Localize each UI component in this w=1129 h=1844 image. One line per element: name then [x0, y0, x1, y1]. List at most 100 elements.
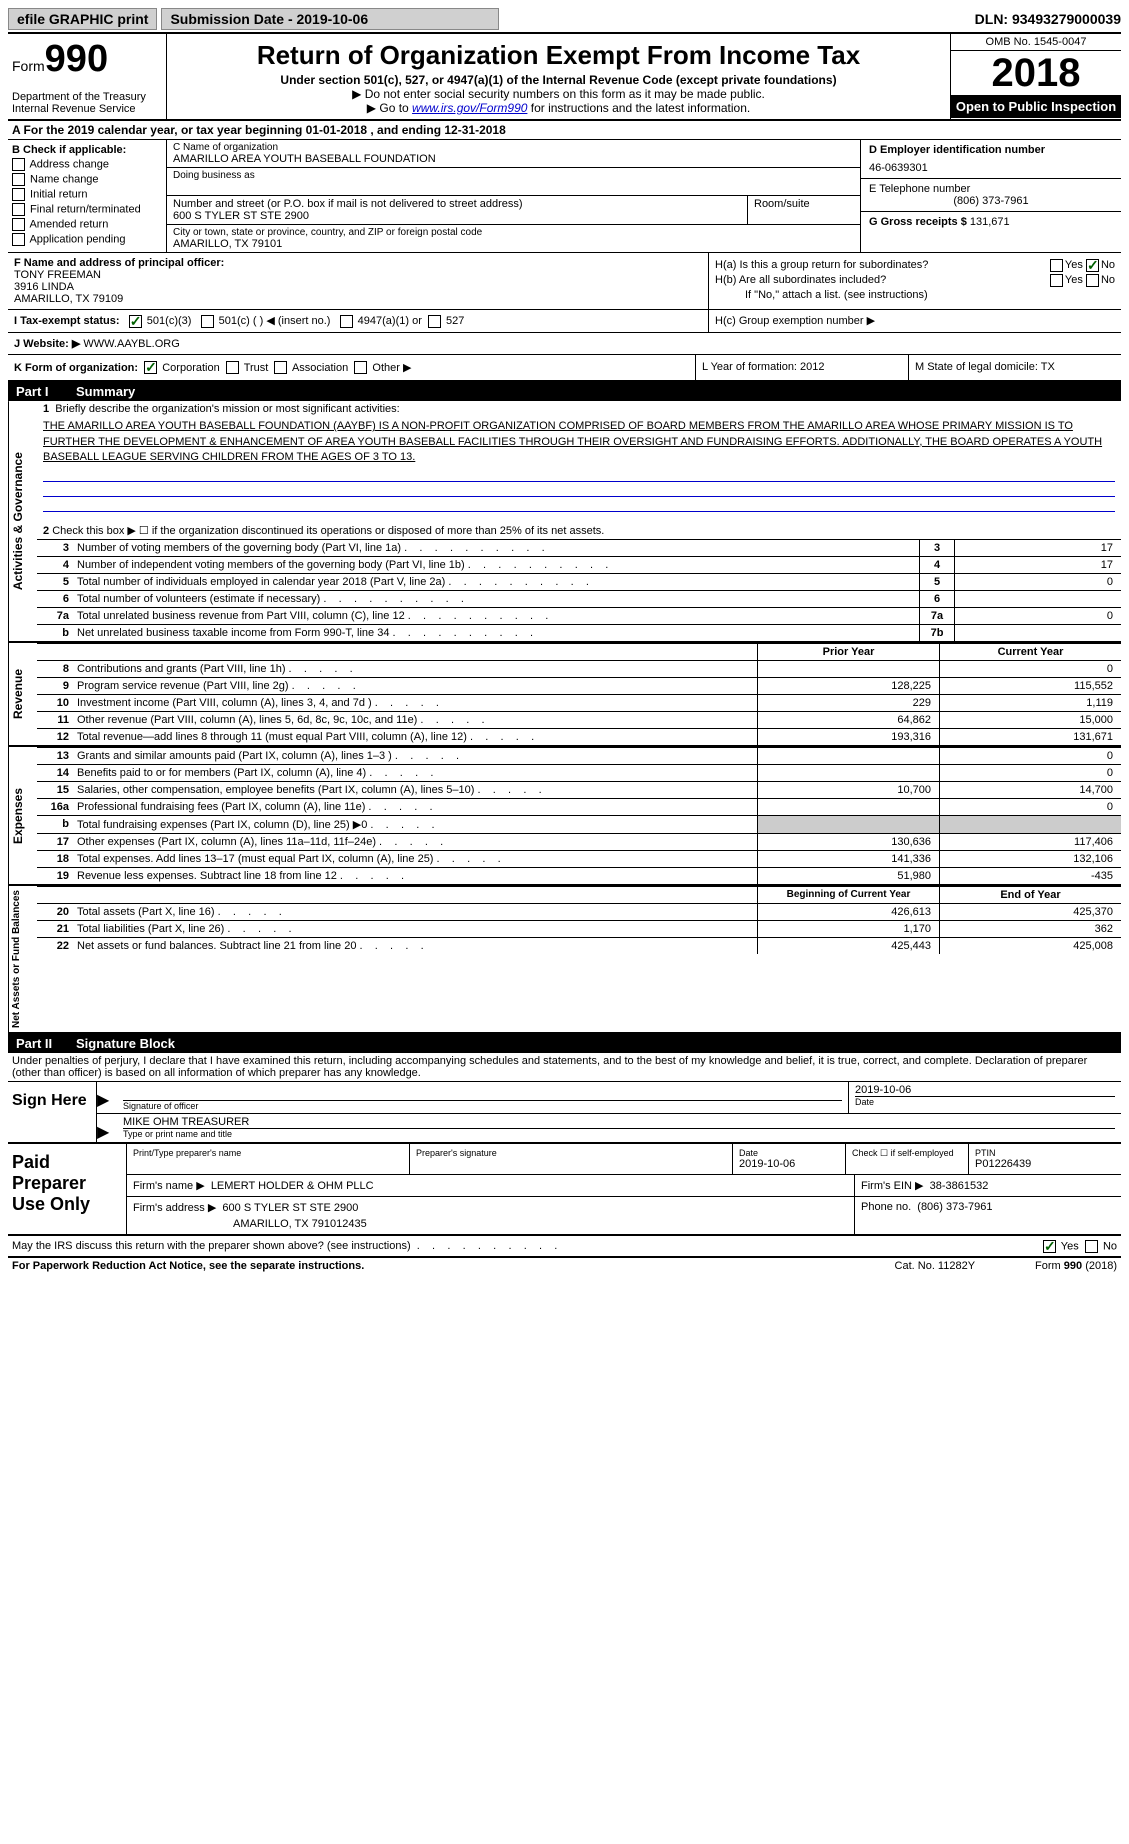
checkbox[interactable] [12, 158, 25, 171]
city-value: AMARILLO, TX 79101 [173, 238, 854, 250]
yes3: Yes [1061, 1241, 1079, 1253]
row-value: 17 [954, 557, 1121, 573]
row-desc: Number of voting members of the governin… [73, 540, 919, 556]
4947-chk[interactable] [340, 315, 353, 328]
fin-row: 9Program service revenue (Part VIII, lin… [37, 677, 1121, 694]
other-chk[interactable] [354, 361, 367, 374]
prior-year-val: 193,316 [757, 729, 939, 745]
prior-year-val [757, 661, 939, 677]
fin-row: 12Total revenue—add lines 8 through 11 (… [37, 728, 1121, 745]
501c3-chk[interactable] [129, 315, 142, 328]
row-desc: Other revenue (Part VIII, column (A), li… [73, 712, 757, 728]
summary-row: 7aTotal unrelated business revenue from … [37, 607, 1121, 624]
dln: DLN: 93493279000039 [975, 11, 1121, 27]
irs-link[interactable]: www.irs.gov/Form990 [412, 101, 527, 115]
efile-button[interactable]: efile GRAPHIC print [8, 8, 157, 30]
sig-date-val: 2019-10-06 [855, 1084, 1115, 1096]
no3: No [1103, 1241, 1117, 1253]
row-num: 12 [37, 729, 73, 745]
dept-treasury: Department of the Treasury [12, 91, 162, 103]
hb-yes-chk[interactable] [1050, 274, 1063, 287]
sig-officer-lbl: Signature of officer [123, 1100, 842, 1111]
prior-year-val [757, 799, 939, 815]
row-num: 16a [37, 799, 73, 815]
527-chk[interactable] [428, 315, 441, 328]
row-box-num: 5 [919, 574, 954, 590]
form-label: Form [12, 58, 45, 74]
fin-row: 22Net assets or fund balances. Subtract … [37, 937, 1121, 954]
row-num: 13 [37, 748, 73, 764]
website-value: WWW.AAYBL.ORG [83, 338, 179, 350]
prior-year-val: 1,170 [757, 921, 939, 937]
row-num: 11 [37, 712, 73, 728]
checkbox[interactable] [12, 203, 25, 216]
firm-name-lbl: Firm's name ▶ [133, 1180, 205, 1192]
current-year-val: 132,106 [939, 851, 1121, 867]
arrow-icon: ▶ [97, 1114, 117, 1142]
prep-sig-lbl: Preparer's signature [416, 1148, 726, 1158]
row-num: 10 [37, 695, 73, 711]
checkbox[interactable] [12, 188, 25, 201]
paid-preparer: Paid Preparer Use Only [8, 1144, 126, 1234]
row-value: 0 [954, 608, 1121, 624]
sign-here: Sign Here [8, 1082, 96, 1142]
prior-year-val: 141,336 [757, 851, 939, 867]
fin-row: 20Total assets (Part X, line 16)426,6134… [37, 903, 1121, 920]
corp-chk[interactable] [144, 361, 157, 374]
checkbox-line: Address change [12, 158, 162, 171]
current-year-val: 14,700 [939, 782, 1121, 798]
paid-date-lbl: Date [739, 1148, 839, 1158]
trust-chk[interactable] [226, 361, 239, 374]
row-num: 19 [37, 868, 73, 884]
prep-name-lbl: Print/Type preparer's name [133, 1148, 403, 1158]
checkbox-line: Initial return [12, 188, 162, 201]
firm-ein: 38-3861532 [930, 1180, 989, 1192]
checkbox[interactable] [12, 218, 25, 231]
row-num: 8 [37, 661, 73, 677]
row-desc: Revenue less expenses. Subtract line 18 … [73, 868, 757, 884]
row-value [954, 625, 1121, 641]
gross-label: G Gross receipts $ [869, 216, 967, 228]
current-year-val: 362 [939, 921, 1121, 937]
prior-year-val: 130,636 [757, 834, 939, 850]
checkbox[interactable] [12, 233, 25, 246]
side-exp: Expenses [8, 747, 37, 884]
current-year-val: 0 [939, 799, 1121, 815]
check-self-emp: Check ☐ if self-employed [852, 1148, 962, 1159]
end-year-hdr: End of Year [939, 887, 1121, 903]
form-org-label: K Form of organization: [14, 362, 138, 374]
row-num: 4 [37, 557, 73, 573]
dba-label: Doing business as [173, 170, 854, 181]
city-label: City or town, state or province, country… [173, 227, 854, 238]
hb-no-chk[interactable] [1086, 274, 1099, 287]
ptin-val: P01226439 [975, 1158, 1115, 1170]
summary-row: 5Total number of individuals employed in… [37, 573, 1121, 590]
street-label: Number and street (or P.O. box if mail i… [173, 198, 741, 210]
row-num: 17 [37, 834, 73, 850]
row-desc: Net assets or fund balances. Subtract li… [73, 938, 757, 954]
opt-assoc: Association [292, 362, 348, 374]
irs-yes-chk[interactable] [1043, 1240, 1056, 1253]
may-irs: May the IRS discuss this return with the… [12, 1240, 411, 1252]
tel-value: (806) 373-7961 [869, 195, 1113, 207]
footer-mid: Cat. No. 11282Y [895, 1260, 976, 1272]
firm-name: LEMERT HOLDER & OHM PLLC [211, 1180, 374, 1192]
row-box-num: 6 [919, 591, 954, 607]
checkbox[interactable] [12, 173, 25, 186]
501c-chk[interactable] [201, 315, 214, 328]
side-na: Net Assets or Fund Balances [8, 886, 37, 1032]
yes-label2: Yes [1065, 274, 1083, 287]
footer-right: Form 990 (2018) [1035, 1260, 1117, 1272]
current-year-val: 15,000 [939, 712, 1121, 728]
assoc-chk[interactable] [274, 361, 287, 374]
no-label: No [1101, 259, 1115, 272]
ha-yes-chk[interactable] [1050, 259, 1063, 272]
row-num: 18 [37, 851, 73, 867]
ha-no-chk[interactable] [1086, 259, 1099, 272]
row-value: 0 [954, 574, 1121, 590]
row-num: 20 [37, 904, 73, 920]
note-ssn: ▶ Do not enter social security numbers o… [175, 87, 942, 101]
fin-blank-n [37, 644, 73, 660]
irs-no-chk[interactable] [1085, 1240, 1098, 1253]
blank-line [43, 497, 1115, 512]
